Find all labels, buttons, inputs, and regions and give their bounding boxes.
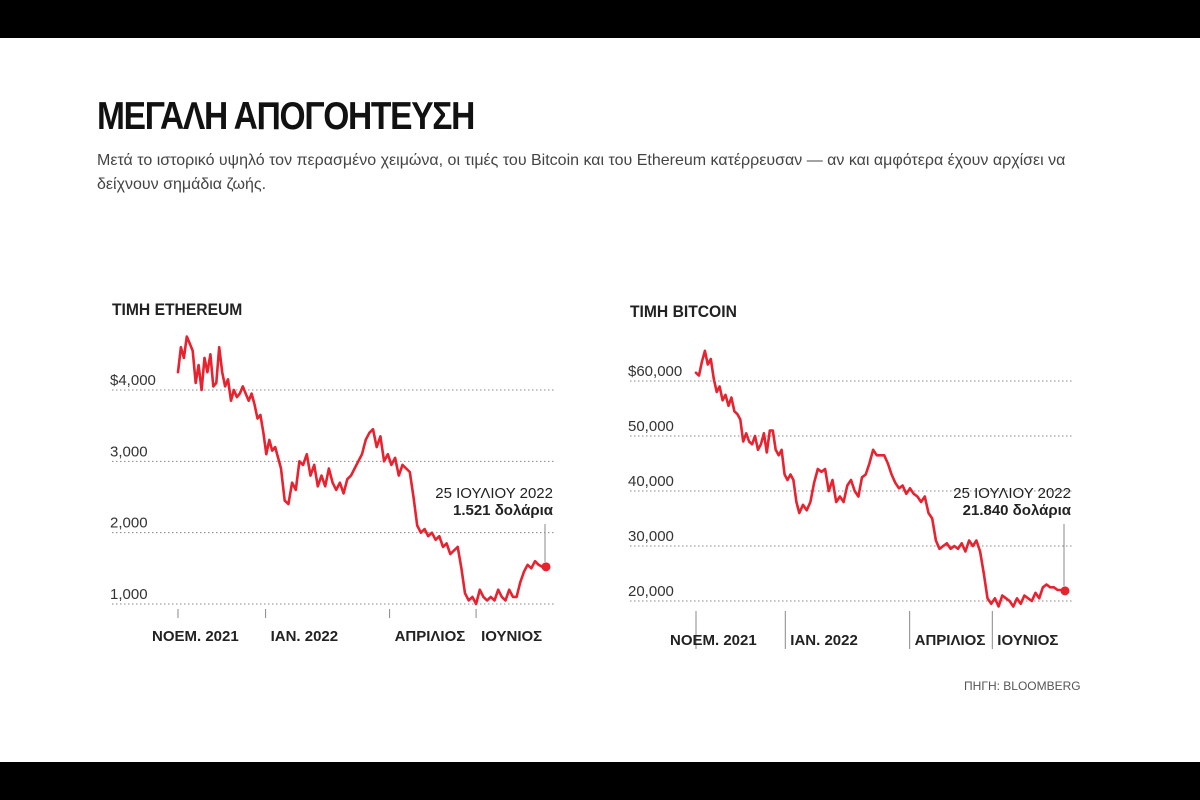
btc-y-tick-label: 50,000: [628, 418, 674, 435]
eth-annotation-date: 25 ΙΟΥΛΙΟΥ 2022: [435, 485, 553, 502]
eth-price-line: [176, 335, 548, 606]
btc-y-tick-label: 20,000: [628, 583, 674, 600]
subtitle: Μετά το ιστορικό υψηλό τον περασμένο χει…: [97, 152, 1066, 193]
btc-x-tick-label: ΙΟΥΝΙΟΣ: [997, 632, 1058, 649]
ethereum-price-chart: $4,000 3,000 2,000 1,000 ΝΟΕΜ. 2021 ΙΑΝ. 2022…: [110, 335, 556, 645]
ethereum-chart-title: ΤΙΜΗ ETHEREUM: [112, 300, 243, 319]
btc-annotation-date: 25 ΙΟΥΛΙΟΥ 2022: [953, 485, 1071, 502]
graphic-panel: ΜΕΓΑΛΗ ΑΠΟΓΟΗΤΕΥΣΗ Μετά το ιστορικό υψηλ…: [0, 38, 1200, 762]
btc-annotation-value: 21.840 δολάρια: [963, 502, 1072, 519]
eth-x-tick-label: ΙΑΝ. 2022: [271, 628, 339, 645]
headline: ΜΕΓΑΛΗ ΑΠΟΓΟΗΤΕΥΣΗ: [97, 95, 475, 138]
eth-x-tick-label: ΑΠΡΙΛΙΟΣ: [395, 628, 466, 645]
eth-y-tick-label: 2,000: [110, 515, 148, 532]
btc-x-tick-label: ΑΠΡΙΛΙΟΣ: [915, 632, 986, 649]
btc-x-tick-label: ΝΟΕΜ. 2021: [670, 632, 757, 649]
eth-y-tick-label: 3,000: [110, 443, 148, 460]
btc-end-point: [1060, 586, 1070, 596]
bitcoin-price-chart: $60,000 50,000 40,000 30,000 20,000 ΝΟΕΜ. 202…: [628, 349, 1073, 649]
bitcoin-chart-title: ΤΙΜΗ BITCOIN: [630, 302, 737, 321]
btc-y-tick-label: 30,000: [628, 528, 674, 545]
btc-x-tick-label: ΙΑΝ. 2022: [790, 632, 858, 649]
eth-x-tick-label: ΙΟΥΝΙΟΣ: [481, 628, 542, 645]
btc-y-tick-label: 40,000: [628, 473, 674, 490]
source-credit: ΠΗΓΗ: BLOOMBERG: [964, 679, 1081, 693]
eth-y-tick-label: $4,000: [110, 372, 156, 389]
eth-annotation-value: 1.521 δολάρια: [453, 502, 554, 519]
btc-y-tick-label: $60,000: [628, 363, 682, 380]
eth-y-tick-label: 1,000: [110, 586, 148, 603]
eth-x-tick-label: ΝΟΕΜ. 2021: [152, 628, 239, 645]
btc-price-line: [694, 349, 1067, 608]
eth-end-point: [541, 562, 551, 572]
